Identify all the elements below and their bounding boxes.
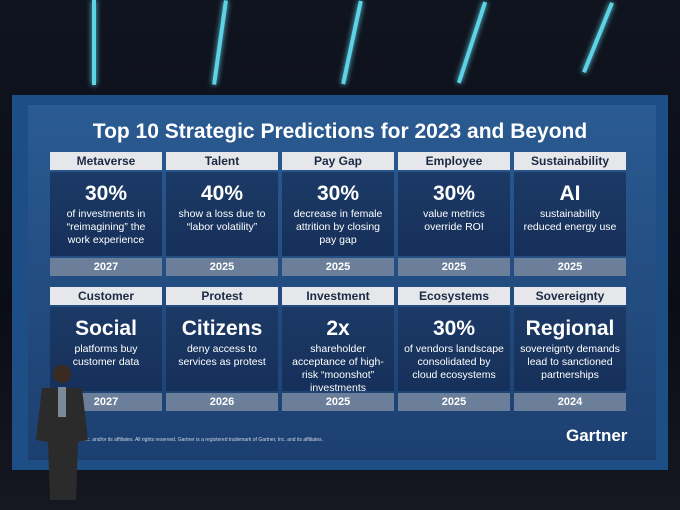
speaker <box>36 365 88 500</box>
stage-light <box>341 0 363 85</box>
card-header: Investment <box>282 287 394 305</box>
card-headline: 2x <box>326 317 350 340</box>
card-header: Ecosystems <box>398 287 510 305</box>
card-year: 2025 <box>282 393 394 411</box>
card-text: shareholder acceptance of high-risk “moo… <box>292 343 384 394</box>
card-body: 30% value metrics override ROI <box>398 172 510 256</box>
stage-light <box>456 1 488 84</box>
card-header: Metaverse <box>50 152 162 170</box>
card-text: value metrics override ROI <box>423 208 485 233</box>
card-year: 2025 <box>282 258 394 276</box>
card-header: Employee <box>398 152 510 170</box>
card-headline: AI <box>559 182 581 205</box>
card-year: 2024 <box>514 393 626 411</box>
card-text: platforms buy customer data <box>72 343 140 368</box>
card-headline: 30% <box>316 182 360 205</box>
card-text: of vendors landscape consolidated by clo… <box>404 343 504 381</box>
logo: Gartner <box>566 426 628 445</box>
card-header: Talent <box>166 152 278 170</box>
card-text: sovereignty demands lead to sanctioned p… <box>520 343 620 381</box>
card-headline: 30% <box>432 317 476 340</box>
card-year: 2025 <box>514 258 626 276</box>
card-header: Sovereignty <box>514 287 626 305</box>
card-text: sustainability reduced energy use <box>523 208 617 233</box>
stage-light <box>582 1 614 74</box>
card-headline: 30% <box>432 182 476 205</box>
card-text: decrease in female attrition by closing … <box>293 208 383 246</box>
card-headline: 40% <box>200 182 244 205</box>
card-header: Pay Gap <box>282 152 394 170</box>
card-text: of investments in “reimagining” the work… <box>66 208 146 246</box>
card-body: 30% of investments in “reimagining” the w… <box>50 172 162 256</box>
card-body: 30% of vendors landscape consolidated by … <box>398 307 510 391</box>
copyright: rtner, Inc. and/or its affiliates. All r… <box>70 437 323 443</box>
card-body: Citizens deny access to services as prote… <box>166 307 278 391</box>
card-year: 2027 <box>50 258 162 276</box>
card-body: Regional sovereignty demands lead to sanc… <box>514 307 626 391</box>
card-year: 2025 <box>166 258 278 276</box>
card-body: AI sustainability reduced energy use <box>514 172 626 256</box>
card-headline: 30% <box>84 182 128 205</box>
card-headline: Social <box>75 317 137 340</box>
card-body: 40% show a loss due to “labor volatility” <box>166 172 278 256</box>
card-header: Sustainability <box>514 152 626 170</box>
card-headline: Citizens <box>181 317 263 340</box>
card-year: 2025 <box>398 258 510 276</box>
card-text: deny access to services as protest <box>178 343 266 368</box>
card-year: 2025 <box>398 393 510 411</box>
card-header: Customer <box>50 287 162 305</box>
card-body: 30% decrease in female attrition by closi… <box>282 172 394 256</box>
stage-light <box>212 0 228 85</box>
stage-light <box>92 0 96 85</box>
card-text: show a loss due to “labor volatility” <box>178 208 266 233</box>
card-body: 2x shareholder acceptance of high-risk “m… <box>282 307 394 394</box>
card-header: Protest <box>166 287 278 305</box>
slide-title: Top 10 Strategic Predictions for 2023 an… <box>92 120 588 143</box>
card-year: 2026 <box>166 393 278 411</box>
card-headline: Regional <box>525 317 615 340</box>
